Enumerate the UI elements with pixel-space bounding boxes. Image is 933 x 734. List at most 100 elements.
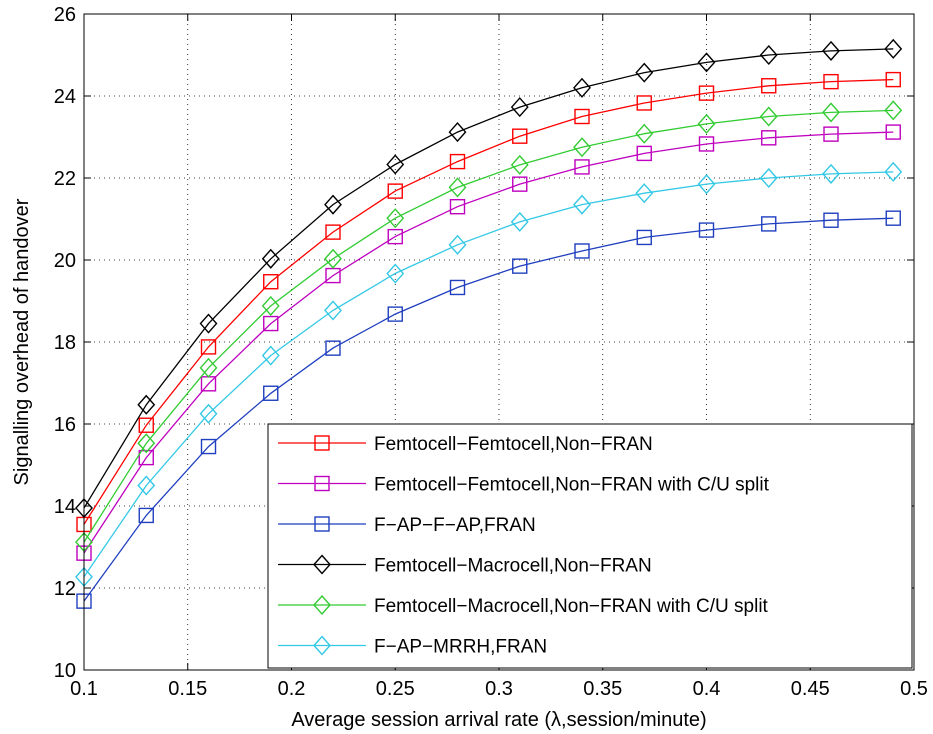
data-point	[137, 475, 156, 496]
x-axis-label: Average session arrival rate (λ,session/…	[291, 709, 706, 731]
data-point	[263, 385, 279, 401]
data-point	[823, 73, 839, 90]
data-point	[324, 248, 342, 269]
data-point	[386, 208, 405, 229]
y-tick-label: 18	[54, 332, 76, 354]
y-tick-label: 10	[54, 660, 76, 682]
y-tick-label: 22	[54, 168, 76, 190]
data-point	[449, 153, 466, 170]
data-point	[199, 313, 218, 334]
legend-marker	[313, 594, 331, 616]
data-point	[324, 194, 342, 215]
data-point	[698, 222, 715, 238]
legend-marker	[313, 554, 331, 575]
x-tick-label: 0.3	[485, 678, 513, 700]
data-point	[387, 228, 403, 245]
legend-box	[267, 423, 913, 669]
data-point	[636, 145, 652, 162]
legend-label: F−AP−MRRH,FRAN	[374, 637, 547, 658]
data-point	[636, 95, 652, 111]
data-point	[386, 263, 405, 284]
data-point	[697, 113, 716, 134]
data-point	[574, 159, 590, 175]
series-line	[83, 171, 894, 578]
data-point	[448, 234, 467, 255]
x-tick-label: 0.4	[693, 678, 721, 700]
data-point	[387, 306, 403, 322]
data-point	[636, 229, 652, 246]
legend-marker	[314, 435, 330, 451]
data-point	[574, 108, 590, 125]
data-point	[761, 216, 777, 232]
data-point	[449, 198, 466, 215]
data-point	[512, 128, 528, 144]
data-point	[200, 438, 217, 455]
series-6	[75, 161, 903, 587]
legend-marker	[313, 635, 331, 656]
data-point	[759, 44, 778, 66]
data-point	[261, 295, 280, 316]
x-tick-label: 0.15	[168, 678, 207, 700]
legend-label: Femtocell−Femtocell,Non−FRAN	[374, 434, 653, 455]
series-line	[83, 131, 894, 554]
x-tick-label: 0.45	[791, 678, 830, 700]
legend-item: F−AP−F−AP,FRAN	[278, 515, 536, 536]
data-point	[510, 97, 529, 118]
x-tick-label: 0.2	[278, 678, 306, 700]
data-point	[137, 433, 156, 454]
tick-labels: 0.1 0.15 0.2 0.25 0.3 0.35 0.4 0.45 0.5 10 12 14 16 1…	[54, 4, 928, 700]
data-point	[512, 258, 528, 274]
data-point	[200, 339, 217, 355]
data-point	[138, 449, 154, 466]
y-tick-label: 12	[54, 578, 76, 600]
data-point	[761, 130, 777, 146]
data-point	[635, 62, 654, 83]
y-tick-label: 20	[54, 250, 76, 272]
data-point	[261, 248, 280, 269]
data-point	[822, 163, 840, 184]
data-point	[138, 507, 154, 524]
data-point	[261, 345, 280, 366]
data-point	[512, 176, 528, 192]
legend-label: Femtocell−Macrocell,Non−FRAN with C/U sp…	[374, 596, 769, 617]
series-4	[75, 38, 903, 519]
data-point	[199, 403, 218, 424]
legend-item: F−AP−MRRH,FRAN	[278, 635, 547, 658]
series-1	[76, 71, 901, 533]
series-line	[83, 217, 894, 602]
series-5	[75, 100, 903, 553]
series-line	[83, 109, 894, 543]
data-point	[448, 177, 467, 198]
legend-item: Femtocell−Femtocell,Non−FRAN with C/U sp…	[278, 475, 770, 496]
data-point	[885, 124, 901, 140]
y-tick-label: 26	[54, 4, 76, 26]
y-tick-label: 14	[54, 496, 76, 518]
x-tick-label: 0.1	[70, 678, 98, 700]
data-point	[325, 224, 341, 240]
data-point	[823, 212, 839, 228]
x-tick-label: 0.5	[900, 678, 928, 700]
data-point	[199, 357, 218, 378]
y-axis-label: Signalling overhead of handover	[11, 198, 33, 485]
x-tick-label: 0.25	[376, 678, 415, 700]
data-point	[823, 126, 839, 142]
legend-marker	[314, 516, 330, 532]
data-point	[698, 85, 715, 101]
data-point	[698, 136, 715, 152]
data-point	[697, 52, 716, 73]
data-point	[697, 174, 716, 195]
legend-item: Femtocell−Macrocell,Non−FRAN	[278, 554, 652, 577]
data-point	[573, 194, 591, 215]
legend-label: Femtocell−Femtocell,Non−FRAN with C/U sp…	[374, 475, 770, 496]
data-point	[137, 394, 156, 415]
data-point	[324, 300, 342, 321]
data-point	[761, 78, 777, 94]
legend-item: Femtocell−Femtocell,Non−FRAN	[278, 434, 653, 455]
y-tick-label: 16	[54, 414, 76, 436]
legend-item: Femtocell−Macrocell,Non−FRAN with C/U sp…	[278, 594, 769, 617]
data-point	[386, 154, 405, 175]
data-point	[885, 71, 901, 88]
data-point	[759, 167, 778, 189]
legend: Femtocell−Femtocell,Non−FRAN Femtocell−Fe…	[267, 423, 913, 669]
